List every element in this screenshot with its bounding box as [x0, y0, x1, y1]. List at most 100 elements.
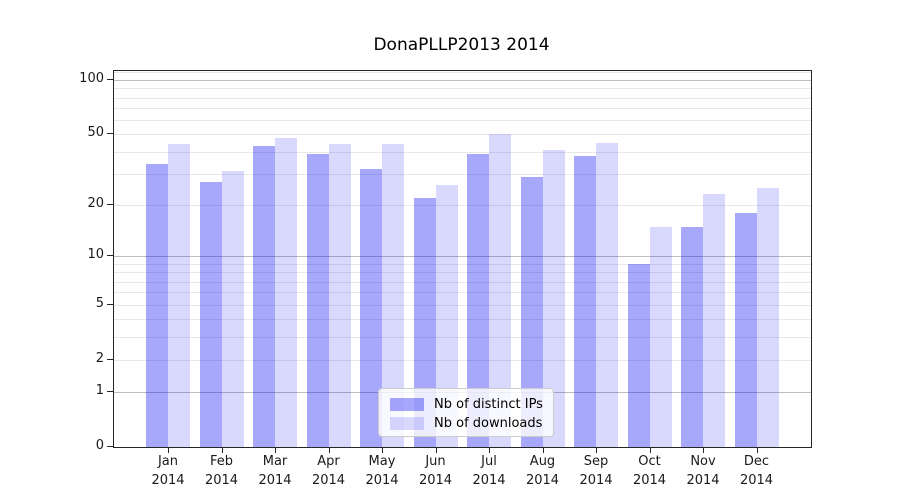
x-tick-label-aug: Aug 2014: [511, 452, 575, 490]
y-tick-label-50: 50: [87, 125, 104, 141]
bar-sep-downloads: [596, 142, 618, 447]
bar-dec-downloads: [756, 187, 779, 447]
y-tick-label-0: 0: [95, 438, 104, 453]
gridline-5: [114, 304, 811, 306]
bar-feb-distinct-ips: [199, 182, 222, 447]
bar-nov-downloads: [703, 194, 725, 447]
x-tick-month: Feb: [209, 454, 234, 469]
bar-oct-downloads: [649, 226, 672, 447]
gridline-70: [114, 108, 811, 109]
y-tick-0: [107, 446, 113, 447]
y-tick-label-20: 20: [87, 195, 104, 211]
bar-jun-downloads: [435, 184, 458, 447]
x-tick-dec: [756, 447, 758, 453]
x-tick-mar: [275, 447, 276, 453]
bar-jun-distinct-ips: [413, 197, 436, 447]
legend-swatch-distinct-ips: [390, 398, 424, 411]
legend-label-distinct-ips: Nb of distinct IPs: [434, 397, 543, 412]
y-tick-50: [107, 133, 113, 135]
gridline-6: [114, 292, 811, 294]
gridline-4: [114, 319, 811, 320]
legend-row-distinct-ips: Nb of distinct IPs: [390, 395, 553, 414]
legend-label-downloads: Nb of downloads: [434, 416, 543, 431]
gridline-2: [114, 359, 811, 361]
gridline-60: [114, 120, 811, 121]
x-tick-month: Jun: [425, 454, 446, 469]
x-tick-year: 2014: [472, 473, 506, 488]
x-tick-year: 2014: [311, 473, 346, 488]
bar-apr-distinct-ips: [306, 153, 329, 447]
gridline-100: [114, 79, 811, 81]
bar-mar-downloads: [275, 137, 297, 447]
x-tick-label-mar: Mar 2014: [243, 452, 307, 490]
x-tick-label-may: May 2014: [350, 452, 414, 490]
x-tick-label-sep: Sep 2014: [564, 452, 628, 490]
y-tick-10: [107, 255, 113, 257]
gridline-7: [114, 281, 811, 283]
bar-jul-distinct-ips: [467, 153, 489, 447]
y-tick-label-5: 5: [95, 295, 104, 311]
x-tick-year: 2014: [258, 473, 292, 488]
y-tick-1: [107, 390, 113, 392]
gridline-20: [114, 204, 811, 206]
x-tick-jun: [435, 447, 437, 453]
x-tick-jul: [489, 447, 490, 453]
x-tick-year: 2014: [365, 473, 399, 488]
bar-aug-distinct-ips: [520, 176, 543, 447]
x-tick-year: 2014: [151, 473, 185, 488]
x-tick-month: Mar: [262, 454, 288, 469]
x-tick-label-feb: Feb 2014: [190, 452, 254, 490]
x-tick-feb: [221, 447, 223, 453]
gridline-90: [114, 88, 811, 90]
y-tick-5: [107, 303, 113, 305]
x-tick-year: 2014: [686, 473, 720, 488]
x-tick-label-jan: Jan 2014: [136, 452, 200, 490]
y-tick-label-100: 100: [79, 70, 104, 86]
legend: Nb of distinct IPs Nb of downloads: [378, 388, 554, 437]
bar-may-downloads: [382, 144, 404, 447]
gridline-80: [114, 97, 811, 99]
x-tick-year: 2014: [204, 473, 239, 488]
bar-nov-distinct-ips: [681, 226, 703, 447]
x-tick-jan: [168, 447, 169, 453]
gridline-10: [114, 256, 811, 258]
y-tick-100: [107, 78, 113, 80]
x-tick-aug: [542, 447, 544, 453]
x-tick-year: 2014: [632, 473, 667, 488]
y-tick-2: [107, 358, 113, 360]
y-tick-label-2: 2: [95, 350, 104, 366]
gridline-40: [114, 151, 811, 153]
bar-aug-downloads: [542, 149, 565, 447]
bar-mar-distinct-ips: [253, 146, 275, 447]
bar-jan-distinct-ips: [146, 164, 168, 447]
y-tick-label-1: 1: [95, 382, 104, 398]
y-tick-label-10: 10: [87, 247, 104, 263]
gridline-30: [114, 173, 811, 175]
bar-may-distinct-ips: [360, 168, 382, 447]
chart-title: DonaPLLP2013 2014: [373, 35, 550, 55]
x-tick-month: Oct: [638, 454, 661, 469]
x-tick-label-dec: Dec 2014: [725, 452, 789, 490]
x-tick-year: 2014: [739, 473, 774, 488]
legend-row-downloads: Nb of downloads: [390, 414, 553, 433]
x-tick-year: 2014: [418, 473, 453, 488]
x-tick-month: Jan: [157, 454, 179, 469]
x-tick-oct: [649, 447, 651, 453]
gridline-8: [114, 272, 811, 274]
gridline-50: [114, 134, 811, 136]
x-tick-label-jul: Jul 2014: [457, 452, 521, 490]
gridline-110: [114, 72, 811, 74]
legend-swatch-downloads: [390, 417, 424, 430]
x-tick-month: Jul: [481, 454, 497, 469]
x-tick-year: 2014: [525, 473, 560, 488]
x-tick-label-apr: Apr 2014: [297, 452, 361, 490]
gridline-3: [114, 336, 811, 338]
bar-apr-downloads: [328, 144, 351, 447]
x-tick-month: Nov: [690, 454, 716, 469]
x-tick-year: 2014: [579, 473, 613, 488]
x-tick-month: May: [368, 454, 396, 469]
x-tick-sep: [596, 447, 597, 453]
x-tick-label-jun: Jun 2014: [404, 452, 468, 490]
x-tick-may: [382, 447, 383, 453]
bar-sep-distinct-ips: [574, 155, 596, 447]
